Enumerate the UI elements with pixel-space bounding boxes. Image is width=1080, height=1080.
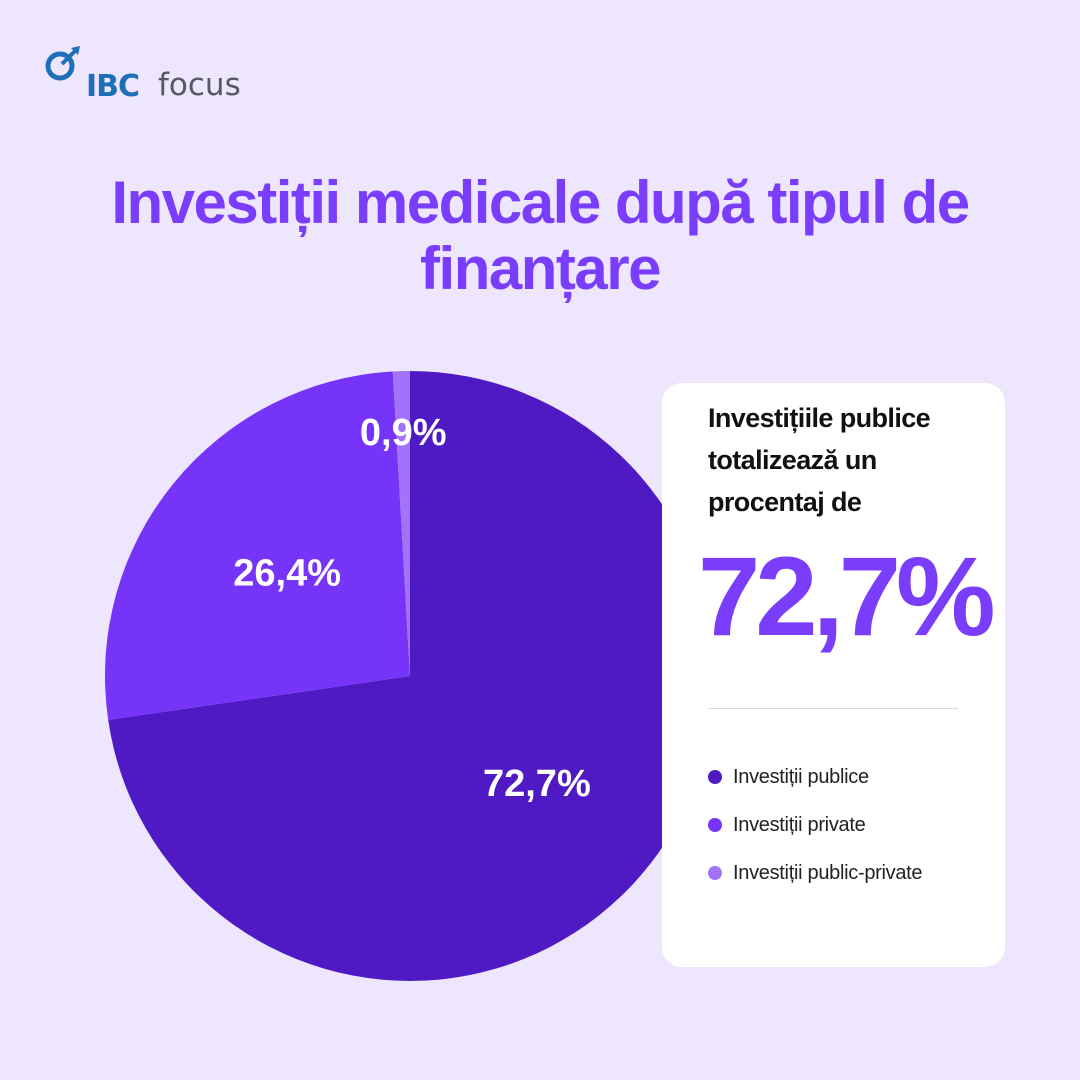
callout-lead: Investițiile publice totalizează un proc… [708,403,931,517]
chart-legend: Investiții publice Investiții private Inve… [708,753,923,897]
pie-slice-1 [108,371,715,981]
pie-slice-3 [392,371,410,676]
logo-brand: IBC [86,69,140,104]
slice-label-3: 0,9% [360,412,447,454]
legend-item: Investiții public-private [708,849,923,897]
legend-label: Investiții public-private [733,861,923,884]
divider [708,708,958,709]
legend-swatch [708,818,722,832]
logo-sub: focus [158,67,241,103]
legend-item: Investiții private [708,801,922,849]
callout-highlight: 72,7% [698,534,996,659]
slice-label-1: 72,7% [483,763,591,805]
legend-item: Investiții publice [708,753,922,801]
legend-label: Investiții private [733,813,866,836]
slice-label-2: 26,4% [233,553,341,595]
ibc-focus-logo: IBC focus [38,44,241,108]
legend-swatch [708,770,722,784]
legend-label: Investiții publice [733,765,869,788]
chart-title: Investiții medicale după tipul de finanț… [111,169,970,302]
pie-slice-2 [104,371,410,720]
legend-swatch [708,866,722,880]
summary-card: Investițiile publice totalizează un proc… [662,383,1005,967]
target-arrow-icon [45,46,80,81]
